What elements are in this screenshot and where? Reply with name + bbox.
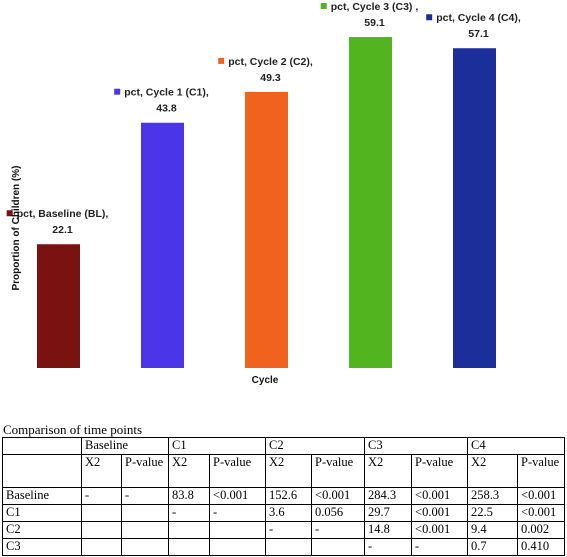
table-cell — [81, 521, 122, 539]
subheader-pvalue-c1: P-value — [209, 454, 267, 488]
table-cell: 22.5 — [467, 504, 519, 522]
table-header-row: Baseline C1 C2 C3 C4 — [2, 437, 566, 455]
table-row: C2- -14.8 <0.001 9.4 0.002 — [2, 521, 566, 539]
table-cell: 83.8 — [168, 487, 211, 505]
header-corner-cell — [2, 437, 82, 455]
data-label-5-value: 57.1 — [468, 28, 489, 40]
data-label-3-swatch — [218, 57, 225, 64]
subheader-x2-c1: X2 — [168, 454, 211, 488]
table-cell: 3.6 — [265, 504, 313, 522]
data-label-5-line1: pct, Cycle 4 (C4), — [436, 12, 521, 24]
table-cell: - — [311, 521, 366, 539]
data-labels-group: pct, Baseline (BL), 22.1 pct, Cycle 1 (C1)… — [6, 1, 521, 236]
table-cell — [168, 538, 211, 556]
row-label-baseline: Baseline — [2, 487, 82, 505]
table-cell: <0.001 — [517, 487, 566, 505]
bar-3 — [245, 91, 288, 369]
subheader-pvalue-baseline: P-value — [120, 454, 170, 488]
table-row: C3- -0.7 0.410 — [2, 538, 566, 556]
subheader-pvalue-c4: P-value — [517, 454, 566, 488]
subheader-corner-cell — [2, 454, 82, 488]
table-cell: <0.001 — [517, 504, 566, 522]
data-label-4-swatch — [320, 3, 327, 10]
row-label-c2: C2 — [2, 521, 82, 539]
data-label-2-swatch — [114, 88, 121, 95]
row-label-c3: C3 — [2, 538, 82, 556]
header-group-baseline: Baseline — [80, 437, 170, 455]
table-cell: - — [411, 538, 469, 556]
bar-1 — [37, 244, 80, 368]
table-cell — [209, 538, 267, 556]
x-axis-title: Cycle — [252, 375, 279, 386]
subheader-pvalue-c2: P-value — [311, 454, 366, 488]
table-cell: <0.001 — [411, 504, 469, 522]
table-cell: <0.001 — [411, 521, 469, 539]
table-cell: - — [209, 504, 267, 522]
table-cell: 0.410 — [517, 538, 566, 556]
header-group-c3: C3 — [364, 437, 469, 455]
table-cell — [265, 538, 313, 556]
table-cell — [168, 521, 211, 539]
table-row: C1- -3.6 0.056 29.7 <0.001 22.5 <0.001 — [2, 504, 566, 522]
table-cell — [311, 538, 366, 556]
subheader-x2-baseline: X2 — [81, 454, 122, 488]
table-cell: 0.002 — [517, 521, 566, 539]
row-label-c1: C1 — [2, 504, 82, 522]
table-cell: <0.001 — [411, 487, 469, 505]
table-cell — [209, 521, 267, 539]
data-label-1-value: 22.1 — [52, 224, 73, 236]
table-cell: - — [120, 487, 170, 505]
data-label-1-swatch — [6, 210, 13, 217]
table-cell: 0.7 — [467, 538, 519, 556]
subheader-x2-c2: X2 — [265, 454, 313, 488]
header-group-c1: C1 — [168, 437, 267, 455]
subheader-x2-c3: X2 — [364, 454, 413, 488]
table-caption: Comparison of time points — [3, 422, 143, 437]
table-cell — [120, 538, 170, 556]
data-label-3-line1: pct, Cycle 2 (C2), — [228, 56, 313, 68]
data-label-4-line1: pct, Cycle 3 (C3) , — [331, 1, 419, 13]
comparison-table: Baseline C1 C2 C3 C4 X2 P-value X2 P-value X2 P-va… — [2, 437, 566, 556]
data-label-3-value: 49.3 — [260, 72, 281, 84]
y-axis-title: Proportion of Children (%) — [11, 166, 22, 291]
header-group-c2: C2 — [265, 437, 366, 455]
header-group-c4: C4 — [467, 437, 566, 455]
table-cell: 0.056 — [311, 504, 366, 522]
table-cell: 284.3 — [364, 487, 413, 505]
table-cell: <0.001 — [311, 487, 366, 505]
bars-group — [37, 37, 496, 369]
bar-chart: pct, Baseline (BL), 22.1 pct, Cycle 1 (C1)… — [6, 1, 521, 386]
table-cell — [120, 521, 170, 539]
bar-5 — [453, 48, 496, 369]
table-cell: 29.7 — [364, 504, 413, 522]
table-row: Baseline - -83.8 <0.001 152.6 <0.001 284.3 <0.0… — [2, 487, 566, 505]
subheader-x2-c4: X2 — [467, 454, 519, 488]
table-cell: - — [81, 487, 122, 505]
data-label-1-line1: pct, Baseline (BL), — [17, 208, 109, 220]
bar-2 — [141, 122, 184, 368]
data-label-2-value: 43.8 — [156, 103, 177, 115]
table-cell — [120, 504, 170, 522]
table-cell: 9.4 — [467, 521, 519, 539]
table-cell: - — [265, 521, 313, 539]
data-label-5-swatch — [426, 14, 433, 21]
table-cell: 258.3 — [467, 487, 519, 505]
subheader-pvalue-c3: P-value — [411, 454, 469, 488]
bar-4 — [349, 37, 392, 368]
table-cell: 14.8 — [364, 521, 413, 539]
table-cell: - — [168, 504, 211, 522]
table-cell — [81, 504, 122, 522]
data-label-2-line1: pct, Cycle 1 (C1), — [124, 87, 209, 99]
table-subheader-row: X2 P-value X2 P-value X2 P-value X2 P-value X2 P-… — [2, 454, 566, 488]
data-label-4-value: 59.1 — [364, 17, 385, 29]
table-cell: <0.001 — [209, 487, 267, 505]
table-cell: - — [364, 538, 413, 556]
table-cell: 152.6 — [265, 487, 313, 505]
table-cell — [81, 538, 122, 556]
